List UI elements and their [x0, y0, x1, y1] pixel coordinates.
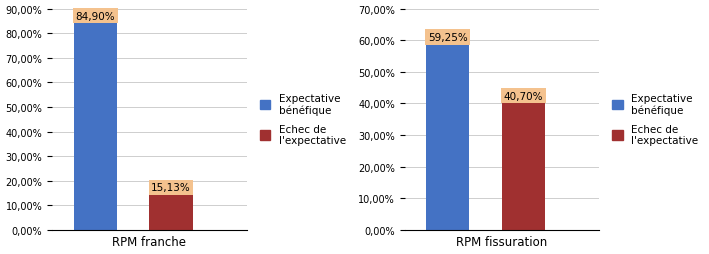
Bar [74, 22, 117, 230]
Text: 40,70%: 40,70% [503, 91, 543, 101]
Text: 84,90%: 84,90% [76, 12, 115, 22]
Legend: Expectative
bénéfique, Echec de
l'expectative: Expectative bénéfique, Echec de l'expect… [256, 90, 350, 150]
Bar [426, 43, 469, 230]
Text: 15,13%: 15,13% [151, 182, 191, 193]
X-axis label: RPM fissuration: RPM fissuration [456, 235, 547, 248]
Legend: Expectative
bénéfique, Echec de
l'expectative: Expectative bénéfique, Echec de l'expect… [608, 90, 703, 150]
Bar [150, 193, 193, 230]
Bar [502, 102, 545, 230]
Text: 59,25%: 59,25% [428, 33, 468, 43]
X-axis label: RPM franche: RPM franche [113, 235, 186, 248]
